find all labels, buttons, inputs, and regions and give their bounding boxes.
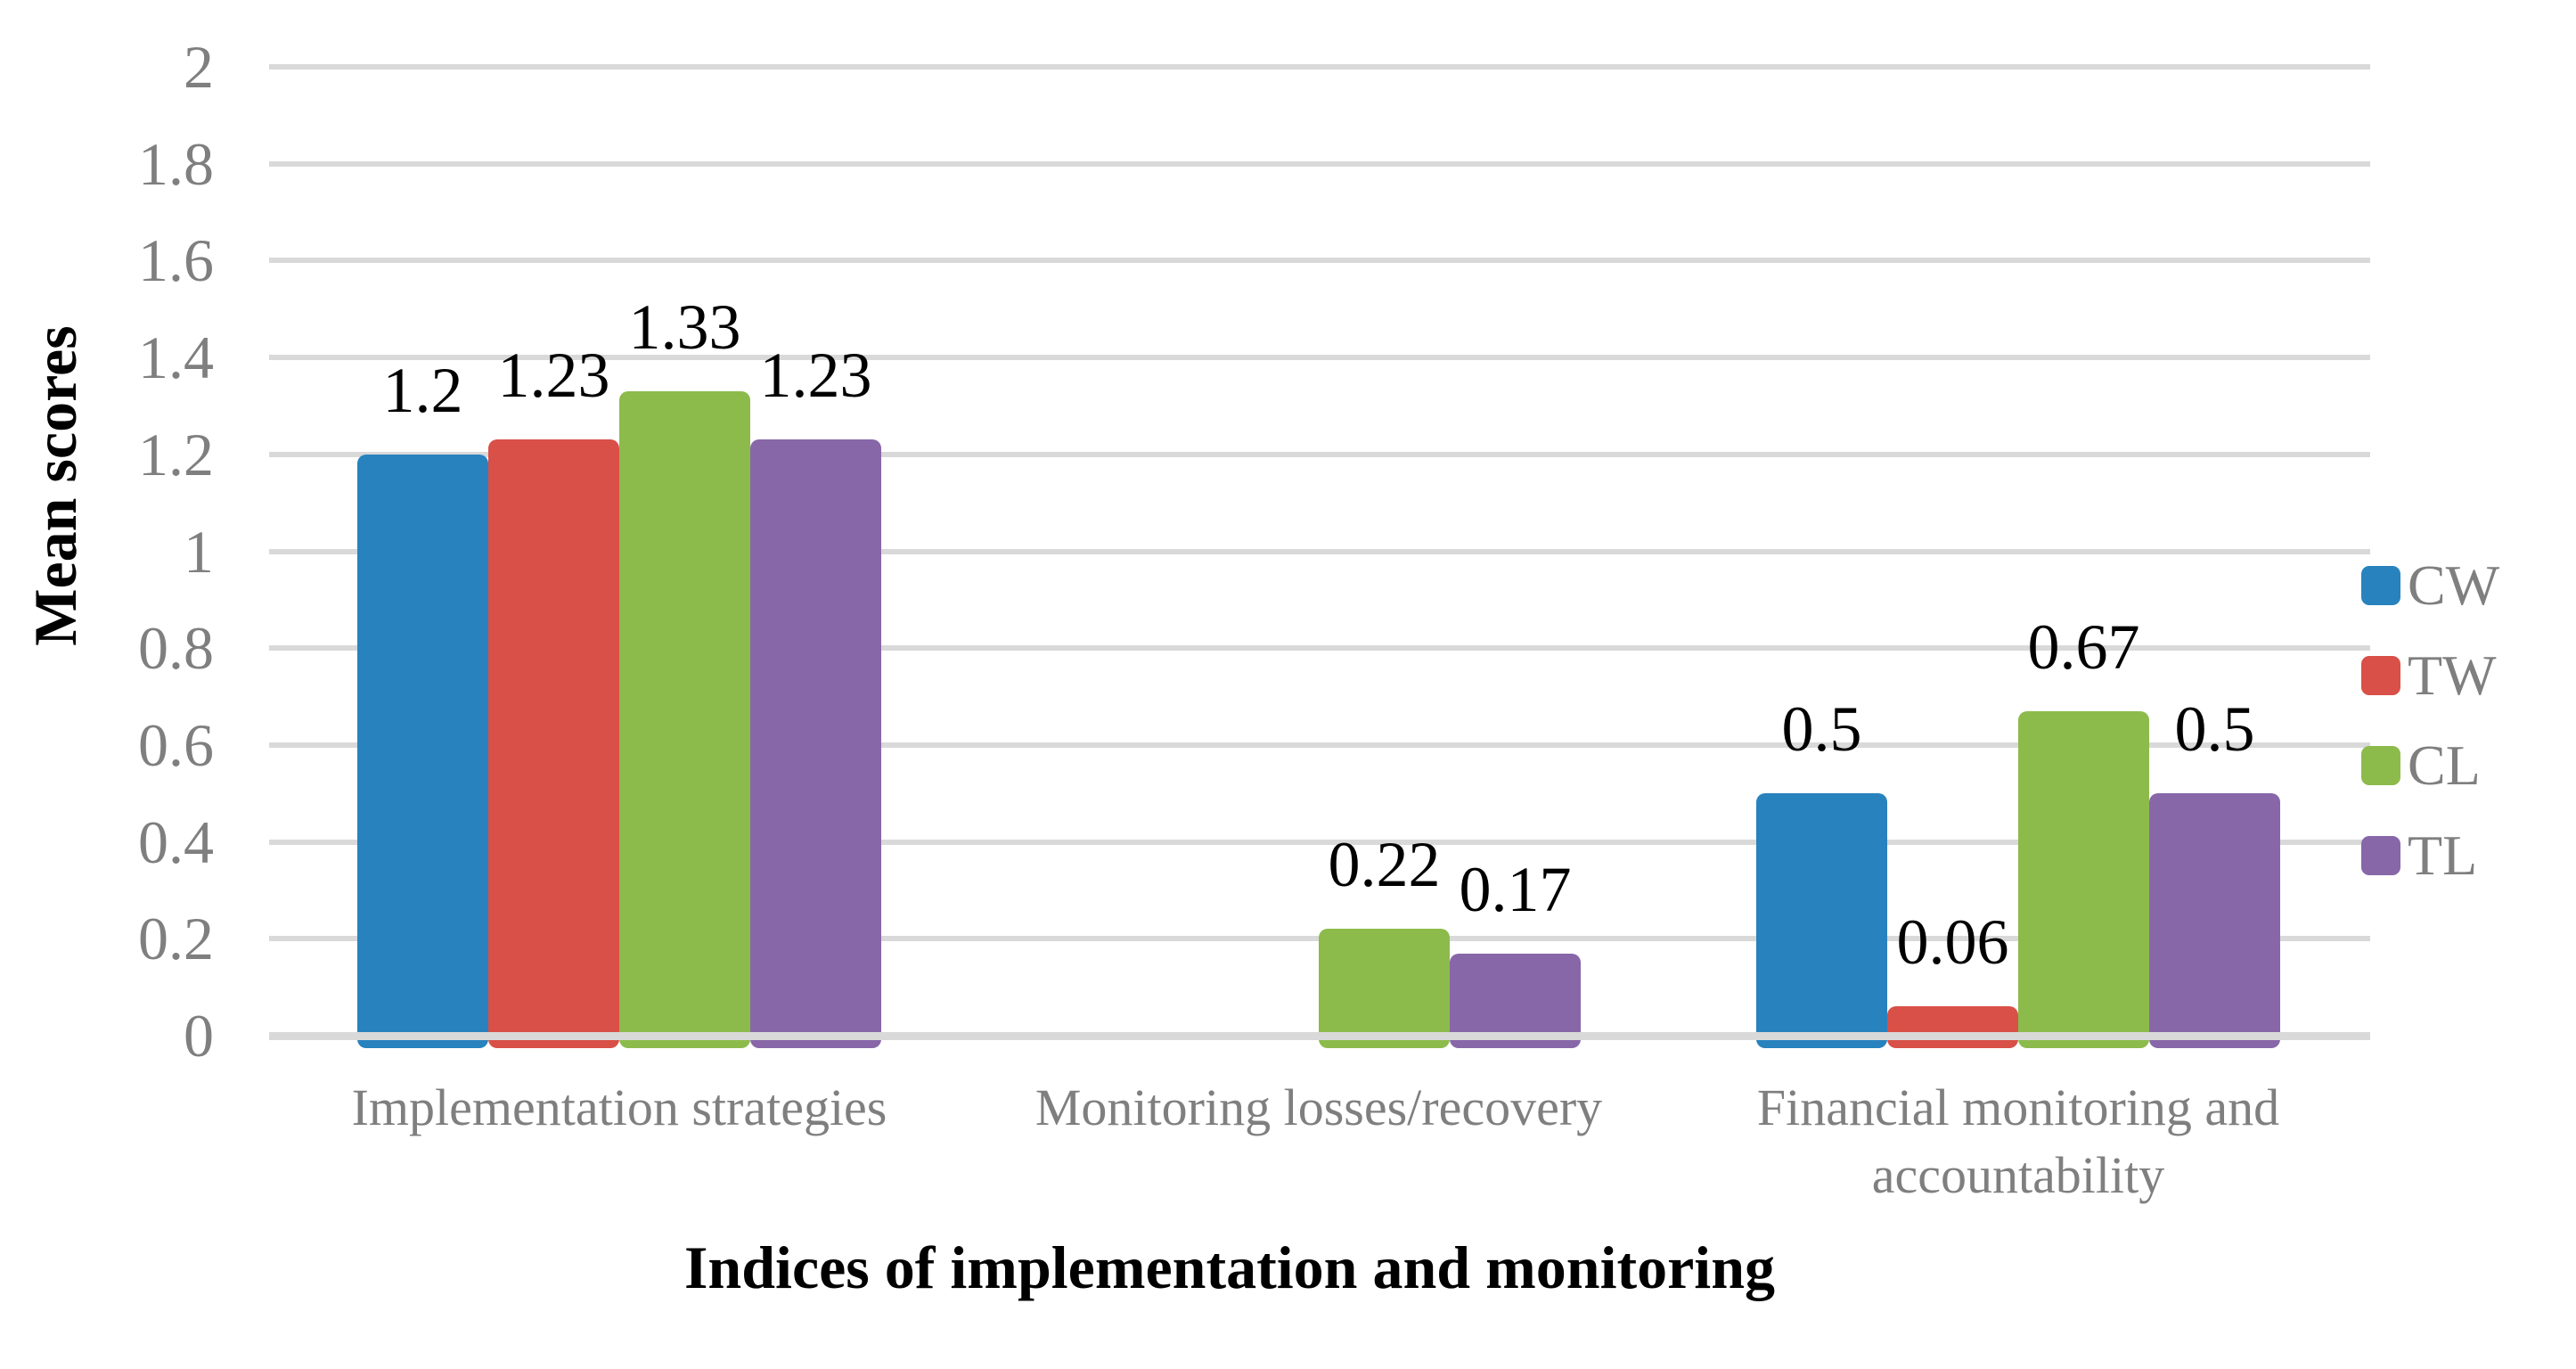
bar-cw-financial-monitoring-and-accountability (1756, 793, 1887, 1048)
data-label-tl-implementation-strategies: 1.23 (759, 340, 872, 412)
y-tick-1: 1 (184, 517, 214, 586)
data-label-cl-financial-monitoring-and-accountability: 0.67 (2027, 611, 2140, 683)
gridline-1.2 (269, 451, 2370, 457)
bar-tw-implementation-strategies (488, 439, 619, 1048)
gridline-2 (269, 64, 2370, 70)
bar-tl-financial-monitoring-and-accountability (2149, 793, 2280, 1048)
x-category-label-financial-monitoring-and-accountability: Financial monitoring and accountability (1756, 1078, 2280, 1204)
data-label-cw-implementation-strategies: 1.2 (382, 354, 463, 426)
y-tick-1.6: 1.6 (138, 226, 214, 295)
data-label-tw-implementation-strategies: 1.23 (497, 340, 610, 412)
legend-label-cw: CW (2408, 553, 2500, 617)
y-tick-0: 0 (184, 1002, 214, 1070)
x-axis-zero-line (269, 1032, 2370, 1040)
y-tick-1.2: 1.2 (138, 420, 214, 488)
legend-swatch-cl (2361, 745, 2400, 785)
bar-cl-financial-monitoring-and-accountability (2018, 710, 2149, 1048)
bar-tw-financial-monitoring-and-accountability (1887, 1006, 2018, 1048)
gridline-0.6 (269, 742, 2370, 748)
data-label-tl-financial-monitoring-and-accountability: 0.5 (2174, 693, 2255, 766)
legend-swatch-tl (2361, 835, 2400, 875)
gridline-1.6 (269, 258, 2370, 264)
x-axis-title: Indices of implementation and monitoring (683, 1234, 1776, 1301)
data-label-cw-financial-monitoring-and-accountability: 0.5 (1781, 693, 1862, 766)
bar-tl-implementation-strategies (750, 439, 881, 1048)
legend-item-tw: TW (2361, 630, 2499, 720)
y-tick-1.4: 1.4 (138, 324, 214, 392)
bar-cl-monitoring-losses-recovery (1319, 929, 1450, 1048)
y-tick-1.8: 1.8 (138, 129, 214, 198)
gridline-0.8 (269, 645, 2370, 652)
chart-legend: CW TW CL TL (2361, 540, 2499, 900)
data-label-cl-monitoring-losses-recovery: 0.22 (1328, 829, 1441, 901)
legend-item-cw: CW (2361, 540, 2499, 630)
y-tick-0.4: 0.4 (138, 807, 214, 876)
legend-label-tl: TL (2408, 823, 2478, 887)
y-tick-0.2: 0.2 (138, 905, 214, 973)
gridline-1.8 (269, 160, 2370, 167)
legend-label-tw: TW (2408, 643, 2497, 707)
y-tick-2: 2 (184, 33, 214, 101)
data-label-tl-monitoring-losses-recovery: 0.17 (1459, 853, 1572, 925)
data-label-cl-implementation-strategies: 1.33 (628, 291, 741, 364)
data-label-tw-financial-monitoring-and-accountability: 0.06 (1896, 906, 2009, 979)
x-category-label-implementation-strategies: Implementation strategies (351, 1078, 887, 1136)
y-tick-0.8: 0.8 (138, 614, 214, 683)
bar-cl-implementation-strategies (619, 391, 750, 1048)
y-tick-0.6: 0.6 (138, 710, 214, 779)
gridline-0.4 (269, 839, 2370, 845)
x-category-label-monitoring-losses-recovery: Monitoring losses/recovery (1034, 1078, 1603, 1136)
legend-swatch-cw (2361, 565, 2400, 605)
legend-item-cl: CL (2361, 720, 2499, 810)
legend-label-cl: CL (2408, 733, 2481, 797)
legend-item-tl: TL (2361, 810, 2499, 900)
bar-cw-implementation-strategies (357, 454, 488, 1048)
gridline-1.4 (269, 355, 2370, 361)
gridline-1 (269, 548, 2370, 554)
legend-swatch-tw (2361, 655, 2400, 695)
